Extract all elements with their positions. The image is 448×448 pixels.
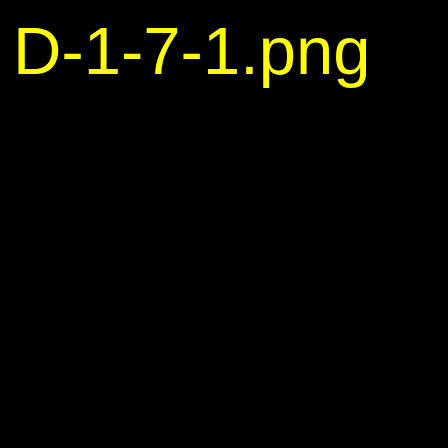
filename-label: D-1-7-1.png: [13, 14, 371, 89]
